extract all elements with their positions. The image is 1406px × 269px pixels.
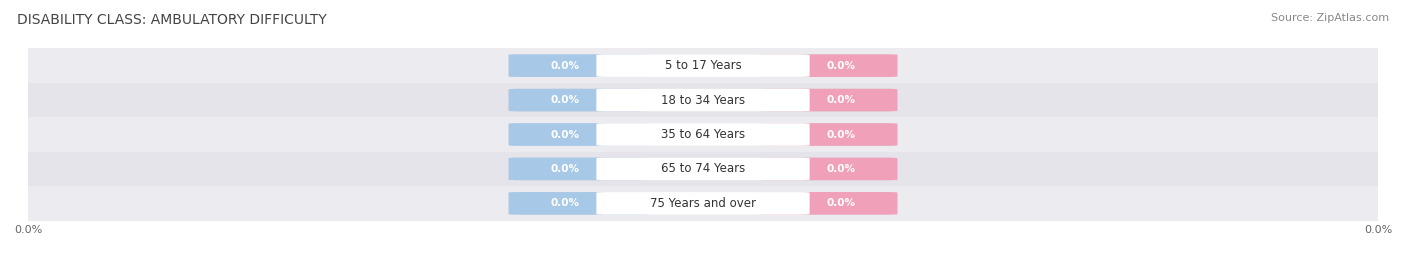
Text: 0.0%: 0.0% xyxy=(827,95,856,105)
FancyBboxPatch shape xyxy=(509,54,897,77)
Text: 0.0%: 0.0% xyxy=(550,95,579,105)
FancyBboxPatch shape xyxy=(758,158,897,180)
Bar xyxy=(28,152,1378,186)
Text: 0.0%: 0.0% xyxy=(550,129,579,140)
Text: DISABILITY CLASS: AMBULATORY DIFFICULTY: DISABILITY CLASS: AMBULATORY DIFFICULTY xyxy=(17,13,326,27)
FancyBboxPatch shape xyxy=(509,192,648,215)
FancyBboxPatch shape xyxy=(509,89,648,111)
FancyBboxPatch shape xyxy=(509,192,897,215)
Text: 0.0%: 0.0% xyxy=(827,164,856,174)
FancyBboxPatch shape xyxy=(758,54,897,77)
FancyBboxPatch shape xyxy=(509,54,648,77)
FancyBboxPatch shape xyxy=(596,123,810,146)
FancyBboxPatch shape xyxy=(596,158,810,180)
FancyBboxPatch shape xyxy=(509,123,648,146)
Bar xyxy=(28,186,1378,221)
Text: 65 to 74 Years: 65 to 74 Years xyxy=(661,162,745,175)
FancyBboxPatch shape xyxy=(509,123,897,146)
Text: 0.0%: 0.0% xyxy=(827,129,856,140)
FancyBboxPatch shape xyxy=(596,89,810,111)
Text: 0.0%: 0.0% xyxy=(550,164,579,174)
FancyBboxPatch shape xyxy=(509,158,648,180)
FancyBboxPatch shape xyxy=(758,192,897,215)
Text: 35 to 64 Years: 35 to 64 Years xyxy=(661,128,745,141)
Text: Source: ZipAtlas.com: Source: ZipAtlas.com xyxy=(1271,13,1389,23)
FancyBboxPatch shape xyxy=(509,158,897,180)
Text: 5 to 17 Years: 5 to 17 Years xyxy=(665,59,741,72)
FancyBboxPatch shape xyxy=(758,89,897,111)
FancyBboxPatch shape xyxy=(596,192,810,215)
FancyBboxPatch shape xyxy=(758,123,897,146)
FancyBboxPatch shape xyxy=(509,89,897,111)
Text: 0.0%: 0.0% xyxy=(827,198,856,208)
Bar xyxy=(28,117,1378,152)
FancyBboxPatch shape xyxy=(596,54,810,77)
Bar xyxy=(28,48,1378,83)
Bar xyxy=(28,83,1378,117)
Text: 75 Years and over: 75 Years and over xyxy=(650,197,756,210)
Text: 18 to 34 Years: 18 to 34 Years xyxy=(661,94,745,107)
Text: 0.0%: 0.0% xyxy=(550,198,579,208)
Text: 0.0%: 0.0% xyxy=(827,61,856,71)
Text: 0.0%: 0.0% xyxy=(550,61,579,71)
